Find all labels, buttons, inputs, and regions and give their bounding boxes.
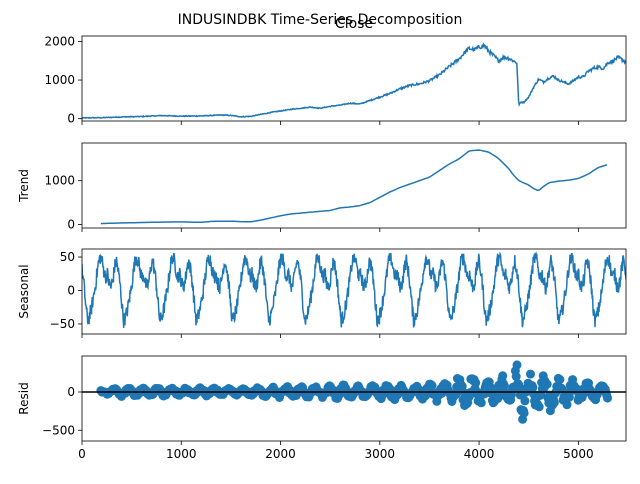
- resid-point: [528, 383, 538, 392]
- close-ytick-label: 1000: [44, 73, 75, 87]
- seasonal-plot-area: [82, 251, 626, 328]
- seasonal-axes-frame: [81, 248, 627, 335]
- close-ytick-label: 2000: [44, 34, 75, 48]
- panel-close: 0 1000 2000 Close: [44, 16, 627, 126]
- close-series-line: [82, 42, 626, 120]
- resid-point: [493, 393, 503, 403]
- trend-ytick-label: 1000: [44, 174, 75, 188]
- seasonal-series-line: [82, 251, 626, 328]
- resid-point: [555, 375, 565, 384]
- seasonal-ytick-label: 0: [67, 283, 75, 297]
- trend-series-line: [100, 149, 608, 225]
- resid-point: [471, 378, 481, 388]
- resid-point: [476, 398, 486, 408]
- panel-trend: 0 1000 Trend: [17, 142, 627, 232]
- close-panel-title: Close: [335, 16, 373, 32]
- resid-point: [542, 379, 552, 389]
- resid-point: [498, 371, 508, 381]
- resid-point: [427, 381, 437, 390]
- trend-plot-area: [100, 149, 608, 225]
- trend-ytick-label: 0: [67, 217, 75, 231]
- resid-point: [520, 396, 530, 406]
- panel-seasonal: −50 0 50 Seasonal: [17, 248, 627, 338]
- xtick-label: 0: [78, 447, 86, 461]
- seasonal-ytick-label: 50: [60, 250, 75, 264]
- resid-point: [514, 383, 524, 393]
- resid-point: [512, 360, 522, 370]
- resid-point: [603, 393, 612, 403]
- resid-ytick-label: −500: [42, 423, 75, 437]
- resid-axes-frame: [81, 355, 627, 442]
- seasonal-ylabel: Seasonal: [17, 264, 31, 318]
- trend-ylabel: Trend: [17, 169, 31, 203]
- xtick-label: 1000: [166, 447, 197, 461]
- close-ytick-label: 0: [67, 112, 75, 126]
- resid-point: [549, 398, 559, 408]
- resid-ylabel: Resid: [17, 382, 31, 414]
- close-axes-frame: [81, 35, 627, 122]
- resid-point: [499, 381, 509, 391]
- close-plot-area: [82, 42, 626, 120]
- resid-point: [562, 400, 572, 410]
- figure-title: INDUSINDBK Time-Series Decomposition: [178, 12, 463, 28]
- resid-ytick-label: 0: [67, 385, 75, 399]
- xtick-label: 5000: [563, 447, 594, 461]
- xtick-label: 2000: [265, 447, 296, 461]
- resid-point: [519, 408, 529, 418]
- resid-point: [534, 402, 544, 412]
- trend-axes-frame: [81, 142, 627, 229]
- resid-point: [526, 369, 535, 379]
- xtick-label: 4000: [464, 447, 495, 461]
- seasonal-ytick-label: −50: [50, 317, 75, 331]
- resid-point: [511, 372, 521, 381]
- xtick-label: 3000: [365, 447, 396, 461]
